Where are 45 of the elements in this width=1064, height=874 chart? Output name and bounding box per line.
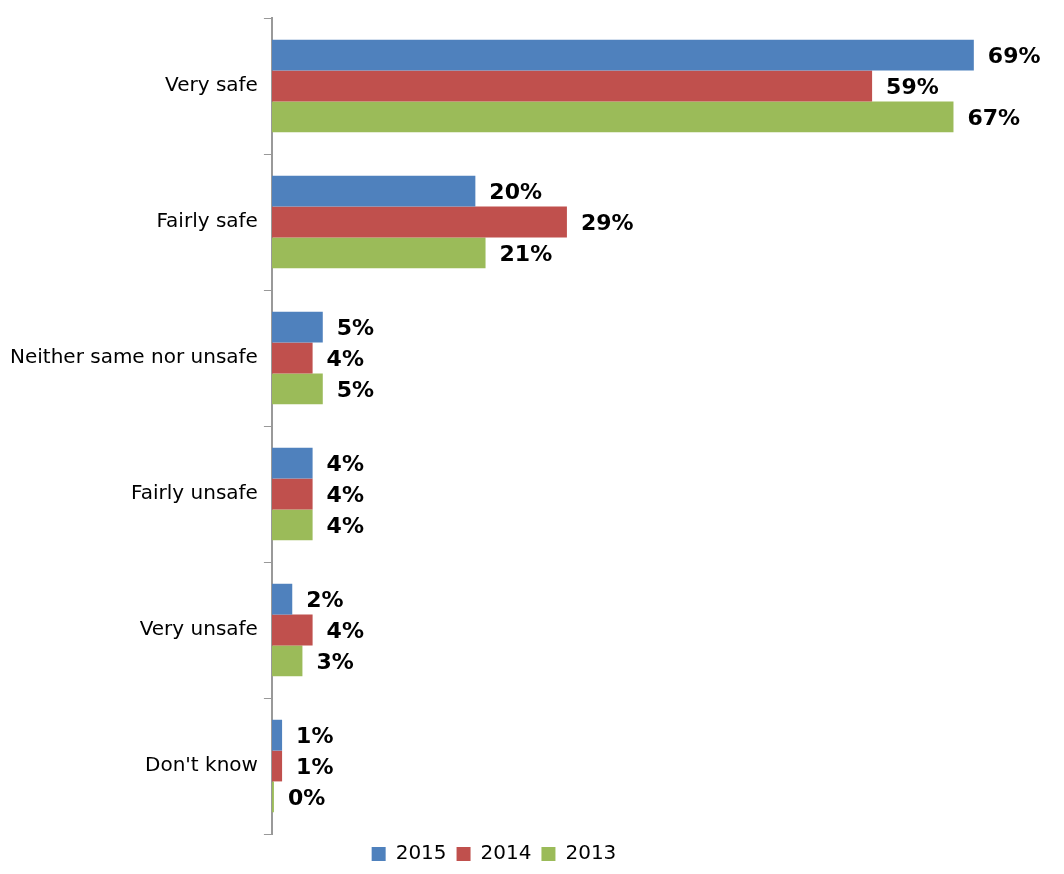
bar — [271, 750, 283, 782]
bar — [271, 583, 293, 615]
data-label: 4% — [326, 617, 364, 643]
bar — [271, 645, 303, 677]
legend-label: 2015 — [395, 840, 447, 865]
bar — [271, 175, 476, 207]
bar — [271, 509, 313, 541]
data-label: 67% — [967, 104, 1021, 130]
data-label: 3% — [316, 648, 354, 674]
bar — [271, 101, 954, 133]
y-tick-label: Very safe — [165, 72, 258, 97]
legend-label: 2013 — [565, 840, 617, 865]
data-label: 5% — [336, 376, 375, 402]
data-label: 5% — [336, 314, 375, 340]
data-label: 21% — [499, 240, 553, 266]
bar — [271, 237, 486, 269]
bar — [271, 478, 313, 510]
data-label: 1% — [296, 722, 334, 748]
y-tick-label: Neither same nor unsafe — [9, 344, 258, 369]
bar — [271, 614, 313, 646]
bar — [271, 342, 313, 374]
data-label: 29% — [580, 209, 634, 235]
bar — [271, 39, 974, 71]
data-label: 2% — [306, 586, 344, 612]
data-label: 4% — [326, 481, 364, 507]
data-label: 4% — [326, 345, 364, 371]
data-label: 1% — [296, 753, 334, 779]
data-label: 20% — [489, 178, 543, 204]
bar — [271, 70, 873, 102]
data-label: 4% — [326, 512, 364, 538]
data-label: 69% — [987, 42, 1041, 68]
y-tick-label: Fairly unsafe — [131, 480, 258, 505]
bar — [271, 781, 274, 813]
data-label: 59% — [886, 73, 939, 99]
bar — [271, 311, 323, 343]
y-tick-label: Don't know — [145, 752, 258, 777]
data-label: 4% — [326, 450, 364, 476]
y-tick-label: Very unsafe — [139, 616, 258, 641]
data-label: 0% — [287, 784, 326, 810]
legend-label: 2014 — [480, 840, 532, 865]
bar — [271, 447, 313, 479]
y-tick-label: Fairly safe — [156, 208, 258, 233]
bar — [271, 719, 283, 751]
bar — [271, 206, 567, 238]
bar — [271, 373, 323, 405]
